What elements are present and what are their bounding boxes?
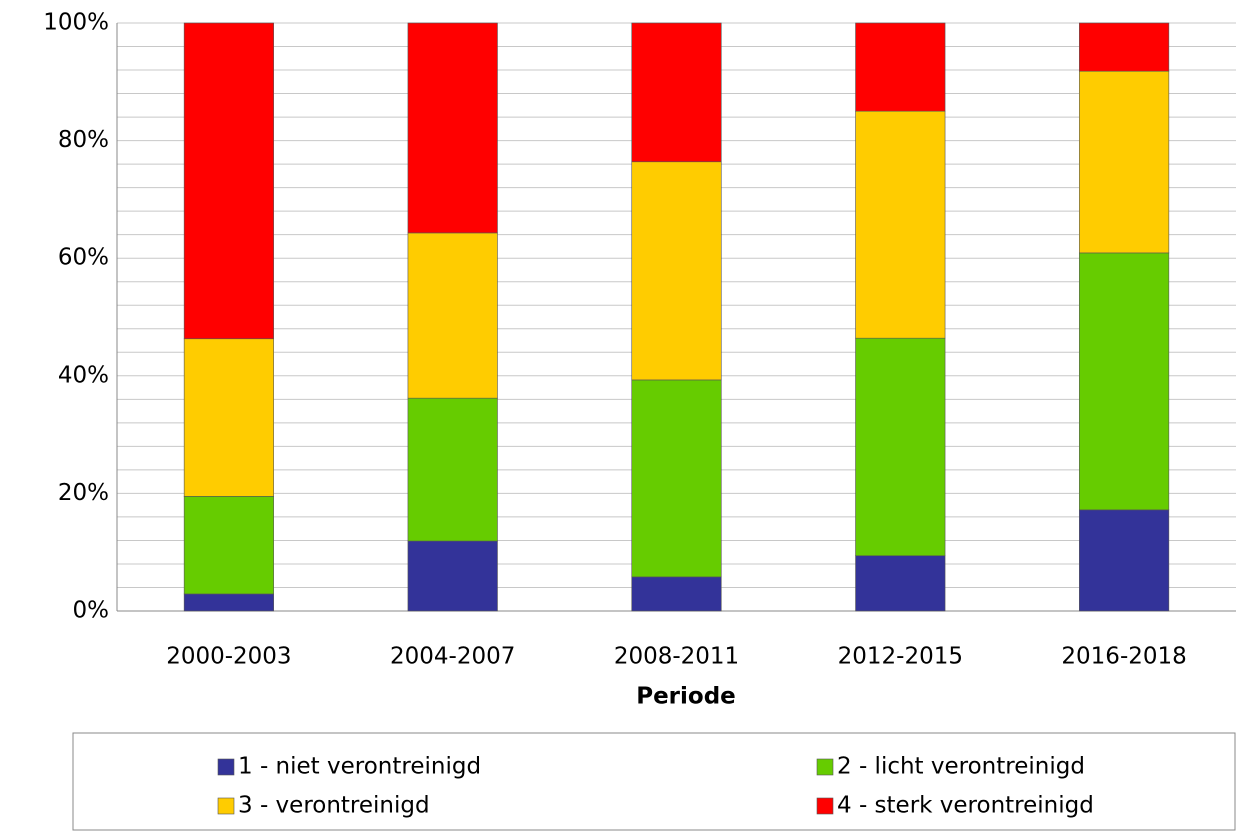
bar-segment xyxy=(183,593,274,612)
x-axis-label: Periode xyxy=(636,684,736,710)
x-tick-label: 2008-2011 xyxy=(614,644,739,670)
y-tick-label: 100% xyxy=(43,10,109,36)
bar-segment xyxy=(1079,22,1170,72)
bar-segment xyxy=(183,22,274,340)
bar-segment xyxy=(855,337,946,557)
bar-segment xyxy=(183,338,274,497)
x-tick-label: 2016-2018 xyxy=(1061,644,1186,670)
bar-segment xyxy=(855,555,946,612)
x-tick-label: 2012-2015 xyxy=(838,644,963,670)
bar-segment xyxy=(1079,509,1170,612)
y-tick-label: 40% xyxy=(58,362,109,388)
x-tick-label: 2000-2003 xyxy=(166,644,291,670)
legend-swatch xyxy=(816,797,834,815)
bar-segment xyxy=(407,22,498,234)
bar-segment xyxy=(631,161,722,381)
y-tick-label: 60% xyxy=(58,245,109,271)
bar-segment xyxy=(407,540,498,612)
legend-label: 2 - licht verontreinigd xyxy=(837,754,1085,780)
bar-segment xyxy=(1079,70,1170,254)
x-tick-label: 2004-2007 xyxy=(390,644,515,670)
y-tick-label: 20% xyxy=(58,480,109,506)
legend-label: 4 - sterk verontreinigd xyxy=(837,793,1094,819)
bar-segment xyxy=(631,379,722,578)
legend-swatch xyxy=(816,758,834,776)
bar-segment xyxy=(1079,252,1170,511)
legend-box xyxy=(72,732,1236,831)
bar-segment xyxy=(855,22,946,112)
bar-segment xyxy=(631,22,722,163)
legend-swatch xyxy=(217,758,235,776)
legend-label: 3 - verontreinigd xyxy=(238,793,430,819)
bar-segment xyxy=(407,397,498,542)
y-tick-label: 0% xyxy=(73,598,110,624)
bar-segment xyxy=(183,496,274,595)
legend-swatch xyxy=(217,797,235,815)
bar-segment xyxy=(855,110,946,339)
legend-label: 1 - niet verontreinigd xyxy=(238,754,481,780)
bar-segment xyxy=(631,576,722,612)
y-tick-label: 80% xyxy=(58,127,109,153)
bar-segment xyxy=(407,232,498,399)
